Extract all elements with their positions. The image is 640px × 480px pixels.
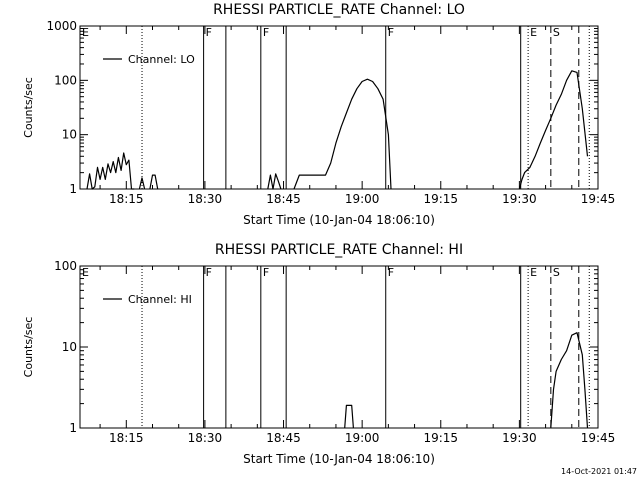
series-line: [344, 404, 354, 429]
y-axis-label: Counts/sec: [22, 317, 35, 378]
y-tick-label: 1: [69, 182, 77, 196]
x-tick-label: 18:45: [266, 192, 301, 206]
event-marker-label: S: [553, 266, 560, 279]
event-marker-label: F: [263, 26, 269, 39]
y-tick-label: 1000: [46, 19, 77, 33]
y-tick-label: 1: [69, 421, 77, 435]
x-tick-label: 19:15: [423, 431, 458, 445]
series-line: [293, 78, 392, 190]
plot-frame: [79, 25, 599, 190]
series-line: [550, 332, 589, 429]
event-marker-label: E: [82, 26, 89, 39]
y-tick-label: 10: [62, 128, 77, 142]
x-tick-label: 18:30: [188, 192, 223, 206]
series-line: [267, 173, 282, 190]
chart-title: RHESSI PARTICLE_RATE Channel: LO: [213, 2, 465, 18]
x-tick-label: 19:00: [345, 431, 380, 445]
legend-label: Channel: LO: [128, 53, 195, 66]
event-marker-label: F: [206, 266, 212, 279]
legend-label: Channel: HI: [128, 293, 192, 306]
x-axis-label: Start Time (10-Jan-04 18:06:10): [243, 452, 435, 466]
x-tick-label: 18:30: [188, 431, 223, 445]
x-axis-label: Start Time (10-Jan-04 18:06:10): [243, 213, 435, 227]
x-tick-label: 19:45: [581, 192, 616, 206]
y-tick-label: 100: [54, 73, 77, 87]
series-line: [149, 174, 159, 190]
y-axis-label: Counts/sec: [22, 77, 35, 138]
x-tick-label: 18:45: [266, 431, 301, 445]
event-marker-label: S: [553, 26, 560, 39]
event-marker-label: F: [388, 266, 394, 279]
event-marker-label: E: [82, 266, 89, 279]
x-tick-label: 19:30: [502, 192, 537, 206]
event-marker-label: E: [530, 26, 537, 39]
series-line: [138, 177, 146, 190]
event-marker-label: F: [388, 26, 394, 39]
x-tick-label: 19:00: [345, 192, 380, 206]
lo-channel-panel: RHESSI PARTICLE_RATE Channel: LO Counts/s…: [22, 2, 615, 227]
y-tick-label: 10: [62, 340, 77, 354]
event-marker-label: E: [530, 266, 537, 279]
y-tick-label: 100: [54, 259, 77, 273]
x-tick-label: 19:45: [581, 431, 616, 445]
series-line: [518, 70, 589, 190]
x-tick-label: 18:15: [109, 192, 144, 206]
x-tick-label: 19:30: [502, 431, 537, 445]
event-marker-label: F: [206, 26, 212, 39]
x-tick-label: 19:15: [423, 192, 458, 206]
series-line: [86, 152, 135, 190]
hi-channel-panel: RHESSI PARTICLE_RATE Channel: HI Counts/s…: [22, 242, 615, 466]
x-tick-label: 18:15: [109, 431, 144, 445]
event-marker-label: F: [263, 266, 269, 279]
footer-timestamp: 14-Oct-2021 01:47: [561, 467, 637, 476]
chart-title: RHESSI PARTICLE_RATE Channel: HI: [215, 242, 463, 258]
